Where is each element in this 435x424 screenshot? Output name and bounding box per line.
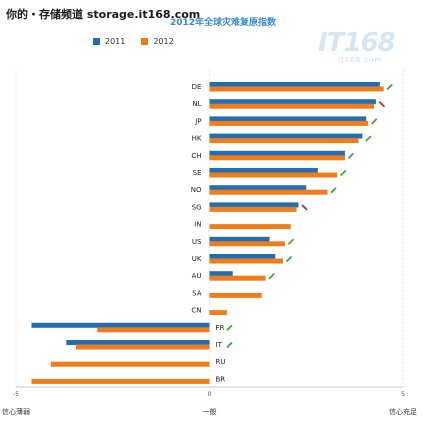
trend-up-us-icon <box>288 238 294 245</box>
trend-up-hk-icon <box>365 135 372 142</box>
bar-2011-se <box>209 168 318 173</box>
bar-2011-ch <box>209 150 345 156</box>
legend-item-2012: 2012 <box>141 37 174 46</box>
site-watermark-text: 你的・存储频道 storage.it168.com <box>6 8 201 21</box>
it168-logo: IT168 <box>318 28 396 58</box>
x-tick-label-0: -5 <box>13 391 19 398</box>
bar-2012-se <box>209 172 338 178</box>
bar-2012-au <box>209 275 266 281</box>
legend-item-2011: 2011 <box>93 37 125 46</box>
category-label-in: IN <box>194 221 201 229</box>
bar-2012-ru <box>50 361 210 367</box>
trend-up-au-icon <box>268 273 275 280</box>
x-tick-caption-0: 信心薄弱 <box>2 407 30 416</box>
trend-up-fr-icon <box>226 324 233 331</box>
bar-2011-au <box>209 271 233 277</box>
x-tick-caption-1: 一般 <box>203 407 217 416</box>
trend-up-it-icon <box>226 342 233 348</box>
x-tick-label-1: 0 <box>208 391 212 398</box>
chart-title: 2012年全球灾难复原指数 <box>170 18 277 28</box>
category-label-sg: SG <box>192 203 202 211</box>
it168-logo-subtext: it168.com <box>338 56 383 64</box>
trend-up-de-icon <box>386 84 393 90</box>
bar-2012-fr <box>97 327 210 333</box>
bar-2012-jp <box>209 120 369 126</box>
legend-swatch-2012 <box>141 38 149 45</box>
bar-2011-us <box>209 236 270 242</box>
bar-2012-us <box>209 241 285 247</box>
watermark-bar: 你的・存储频道 storage.it168.com <box>0 0 435 30</box>
bar-2011-fr <box>31 322 210 328</box>
category-label-us: US <box>192 238 202 246</box>
category-label-de: DE <box>192 83 202 91</box>
bar-2012-sg <box>209 206 297 212</box>
bar-2012-in <box>209 224 291 230</box>
category-label-sa: SA <box>192 289 202 297</box>
category-label-nl: NL <box>192 100 201 108</box>
trend-down-sg-icon <box>301 204 308 211</box>
bar-2012-hk <box>209 138 359 144</box>
bar-2011-uk <box>209 254 276 259</box>
bar-2012-ch <box>209 155 345 161</box>
bar-2011-no <box>209 185 307 191</box>
bar-2011-sg <box>209 202 299 208</box>
legend-label-2012: 2012 <box>153 37 174 46</box>
legend-swatch-2011 <box>93 38 100 45</box>
category-label-uk: UK <box>192 255 202 263</box>
trend-up-no-icon <box>330 187 337 194</box>
bar-2012-uk <box>209 258 284 264</box>
category-label-br: BR <box>216 375 226 383</box>
category-label-au: AU <box>192 272 202 280</box>
bar-2011-de <box>209 82 380 87</box>
bar-2012-it <box>75 344 210 350</box>
bar-2011-it <box>66 340 210 345</box>
trend-up-uk-icon <box>286 256 292 262</box>
category-label-cn: CN <box>191 307 201 315</box>
category-label-ru: RU <box>216 358 226 366</box>
bar-2012-de <box>209 86 384 92</box>
category-label-ch: CH <box>191 152 201 160</box>
legend-label-2011: 2011 <box>105 37 126 46</box>
bar-2012-nl <box>209 103 374 109</box>
category-label-fr: FR <box>216 324 225 332</box>
chart-legend: 2011 2012 <box>93 37 174 46</box>
category-label-it: IT <box>216 341 223 349</box>
category-label-jp: JP <box>194 117 201 125</box>
category-label-se: SE <box>193 169 202 177</box>
bar-2011-nl <box>209 99 376 105</box>
bar-2012-cn <box>209 310 227 316</box>
bar-2012-sa <box>209 292 262 298</box>
trend-up-ch-icon <box>348 152 354 159</box>
bar-2011-jp <box>209 116 367 122</box>
bar-2012-no <box>209 189 328 195</box>
bar-2011-hk <box>209 133 363 139</box>
trend-up-jp-icon <box>371 118 378 125</box>
x-tick-caption-2: 信心充足 <box>389 407 417 416</box>
bar-2012-br <box>31 378 210 384</box>
trend-up-se-icon <box>340 170 347 176</box>
trend-down-nl-icon <box>379 101 385 108</box>
category-label-hk: HK <box>192 135 202 143</box>
x-tick-label-2: 5 <box>401 391 405 398</box>
category-label-no: NO <box>191 186 202 194</box>
